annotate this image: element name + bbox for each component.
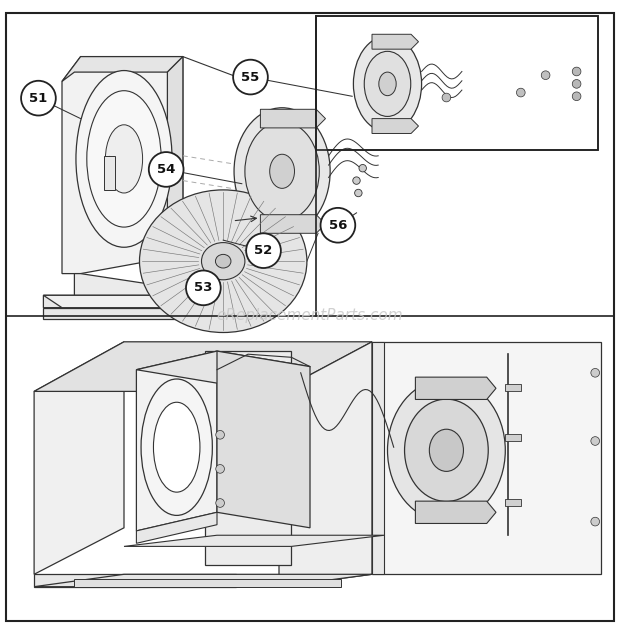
Ellipse shape [429, 429, 464, 472]
Circle shape [516, 88, 525, 97]
Text: 54: 54 [157, 163, 175, 176]
Polygon shape [34, 574, 372, 586]
Ellipse shape [245, 122, 319, 221]
Polygon shape [62, 56, 183, 81]
Polygon shape [62, 56, 183, 274]
Bar [316, 16, 598, 150]
Polygon shape [167, 56, 183, 269]
Ellipse shape [270, 154, 294, 188]
Polygon shape [136, 351, 217, 531]
Circle shape [216, 499, 224, 507]
Polygon shape [136, 351, 310, 385]
Polygon shape [372, 34, 419, 49]
Polygon shape [260, 109, 326, 128]
Text: 56: 56 [329, 219, 347, 232]
Ellipse shape [365, 51, 410, 117]
Ellipse shape [234, 108, 330, 235]
Ellipse shape [153, 402, 200, 492]
Text: eReplacementParts.com: eReplacementParts.com [216, 307, 404, 323]
Ellipse shape [388, 379, 505, 522]
FancyBboxPatch shape [104, 156, 115, 190]
Polygon shape [505, 384, 521, 391]
Circle shape [216, 465, 224, 473]
Polygon shape [279, 342, 372, 586]
Polygon shape [205, 351, 291, 565]
Circle shape [233, 60, 268, 94]
Circle shape [359, 164, 366, 172]
Circle shape [442, 93, 451, 102]
Polygon shape [43, 295, 260, 319]
Circle shape [591, 437, 600, 445]
Circle shape [246, 233, 281, 268]
Text: 53: 53 [194, 281, 213, 294]
Circle shape [572, 67, 581, 76]
Ellipse shape [105, 125, 143, 193]
Polygon shape [43, 307, 260, 319]
Polygon shape [74, 274, 236, 314]
Ellipse shape [202, 243, 245, 280]
Polygon shape [505, 434, 521, 441]
Ellipse shape [87, 91, 161, 227]
Polygon shape [34, 342, 372, 391]
Polygon shape [34, 574, 236, 586]
Circle shape [591, 517, 600, 526]
Text: 55: 55 [241, 70, 260, 84]
Polygon shape [34, 342, 124, 574]
Ellipse shape [140, 190, 307, 332]
Polygon shape [372, 342, 384, 574]
Circle shape [572, 79, 581, 88]
Polygon shape [74, 579, 341, 586]
Circle shape [591, 368, 600, 377]
Polygon shape [372, 342, 601, 574]
Circle shape [186, 271, 221, 305]
Text: 51: 51 [29, 92, 48, 105]
Circle shape [216, 430, 224, 439]
Circle shape [541, 71, 550, 79]
Ellipse shape [141, 379, 212, 515]
Circle shape [321, 208, 355, 243]
Ellipse shape [216, 254, 231, 268]
Polygon shape [372, 119, 419, 134]
Ellipse shape [76, 70, 172, 247]
Polygon shape [136, 512, 217, 543]
Polygon shape [415, 377, 496, 399]
Circle shape [21, 81, 56, 115]
Polygon shape [43, 295, 260, 307]
Ellipse shape [353, 36, 422, 132]
Circle shape [355, 190, 362, 197]
Polygon shape [260, 215, 326, 233]
Circle shape [149, 152, 184, 187]
Circle shape [572, 92, 581, 101]
Ellipse shape [404, 399, 489, 501]
Bar [316, 16, 598, 150]
Polygon shape [505, 499, 521, 506]
Polygon shape [415, 501, 496, 524]
Circle shape [353, 177, 360, 184]
Ellipse shape [379, 72, 396, 96]
Text: 52: 52 [254, 244, 273, 257]
Polygon shape [217, 351, 310, 527]
Polygon shape [124, 535, 384, 547]
